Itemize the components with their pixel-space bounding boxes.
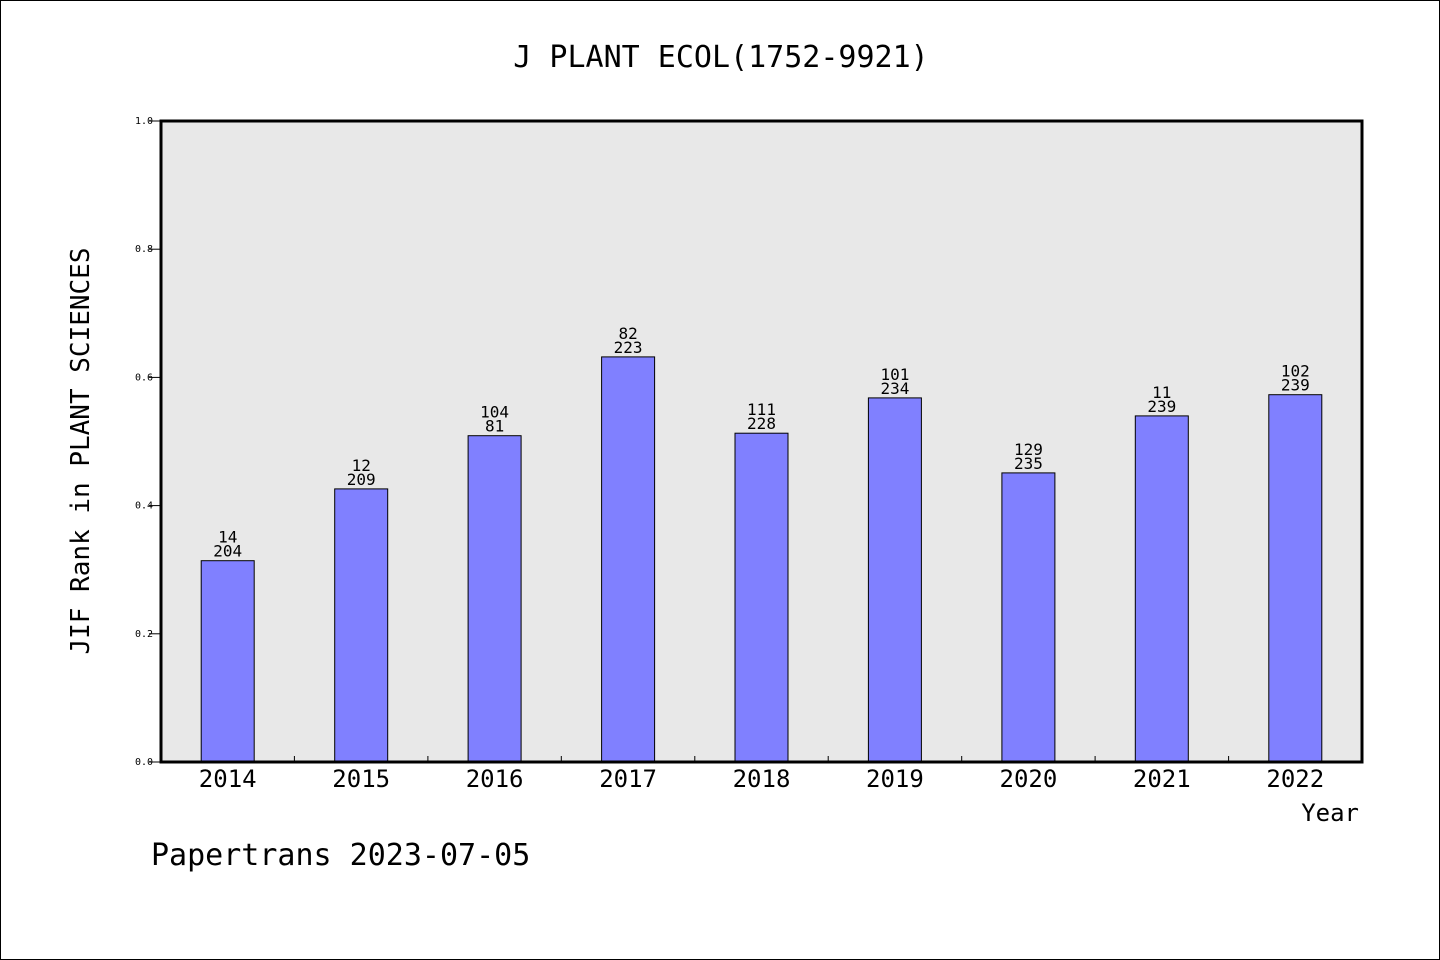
bar-label-top-2014: 14 — [218, 528, 237, 547]
y-tick-label: 0.8 — [135, 244, 153, 255]
x-tick-label-2018: 2018 — [733, 765, 791, 793]
y-axis-label: JIF Rank in PLANT SCIENCES — [66, 248, 96, 655]
y-tick-label: 1.0 — [135, 116, 153, 127]
bar-label-top-2016: 104 — [480, 403, 509, 422]
bar-label-bottom-2021: 239 — [1147, 397, 1176, 416]
chart-title: J PLANT ECOL(1752-9921) — [513, 40, 928, 75]
bar-label-bottom-2016: 81 — [485, 417, 504, 436]
bar-2020 — [1001, 472, 1056, 763]
y-tick-label: 0.2 — [135, 629, 153, 640]
bar-label-top-2021: 11 — [1152, 383, 1171, 402]
bar-label-top-2020: 129 — [1014, 440, 1043, 459]
bar-label-bottom-2017: 223 — [614, 338, 643, 357]
bar-label-top-2018: 111 — [747, 400, 776, 419]
plot-border — [159, 119, 1364, 764]
bar-label-bottom-2014: 204 — [213, 542, 242, 561]
bar-label-top-2017: 82 — [618, 324, 637, 343]
bar-2022 — [1268, 394, 1323, 763]
footer-credit: Papertrans 2023-07-05 — [151, 838, 530, 873]
x-tick-label-2021: 2021 — [1133, 765, 1191, 793]
bar-label-bottom-2022: 239 — [1281, 376, 1310, 395]
bar-2018 — [734, 432, 789, 763]
bar-2014 — [200, 560, 255, 763]
bar-label-top-2022: 102 — [1281, 362, 1310, 381]
bar-2021 — [1134, 415, 1189, 763]
bar-label-bottom-2015: 209 — [347, 470, 376, 489]
y-tick-label: 0.0 — [135, 757, 153, 768]
bar-label-top-2015: 12 — [352, 456, 371, 475]
x-tick-label-2015: 2015 — [332, 765, 390, 793]
x-tick-label-2014: 2014 — [199, 765, 257, 793]
bar-label-top-2019: 101 — [880, 365, 909, 384]
bar-2016 — [467, 435, 522, 763]
x-tick-label-2017: 2017 — [599, 765, 657, 793]
bar-2015 — [334, 488, 389, 763]
x-tick-label-2016: 2016 — [466, 765, 524, 793]
bar-2017 — [601, 356, 656, 763]
x-axis-label: Year — [1301, 799, 1359, 827]
x-tick-label-2022: 2022 — [1266, 765, 1324, 793]
x-tick-label-2020: 2020 — [1000, 765, 1058, 793]
bar-label-bottom-2019: 234 — [880, 379, 909, 398]
y-tick-label: 0.4 — [135, 501, 153, 512]
bar-2019 — [867, 397, 922, 763]
bar-label-bottom-2018: 228 — [747, 414, 776, 433]
x-tick-label-2019: 2019 — [866, 765, 924, 793]
bar-label-bottom-2020: 235 — [1014, 454, 1043, 473]
y-tick-label: 0.6 — [135, 372, 153, 383]
